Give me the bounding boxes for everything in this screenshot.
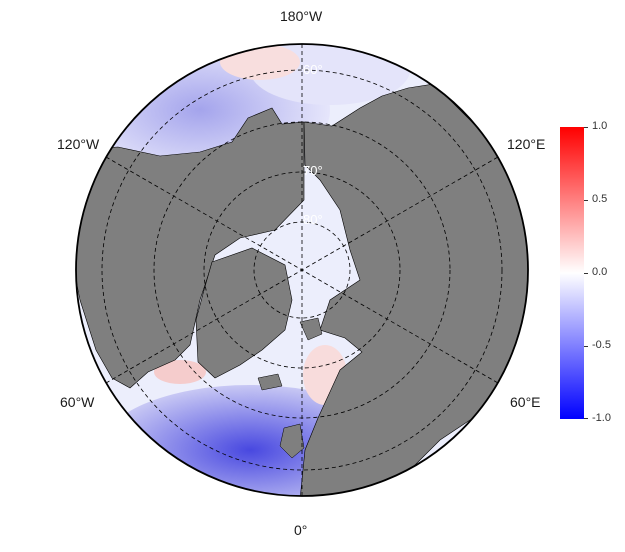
- lon-label-180w: 180°W: [280, 8, 323, 24]
- colorbar-tick-label: -1.0: [592, 412, 611, 424]
- colorbar-tick-label: 0.0: [592, 266, 608, 278]
- land-iceland: [257, 373, 283, 391]
- colorbar-tick-mark: [584, 127, 588, 128]
- colorbar-tick-mark: [584, 273, 588, 274]
- lon-label-60e: 60°E: [510, 394, 541, 410]
- land-greenland: [195, 247, 293, 379]
- map-outline: [75, 43, 529, 497]
- graticule: [101, 44, 503, 496]
- labrador-positive: [154, 360, 206, 384]
- land-eurasia: [299, 83, 528, 496]
- lat-label-80: 80°: [303, 212, 323, 227]
- lon-label-120w: 120°W: [57, 136, 100, 152]
- colorbar-tick-label: 0.5: [592, 193, 608, 205]
- colorbar-tick-mark: [584, 346, 588, 347]
- lat-label-60: 60°: [303, 62, 323, 77]
- land-north-america: [76, 107, 305, 389]
- colorbar-tick-mark: [584, 200, 588, 201]
- colorbar-tick-label: -0.5: [592, 339, 611, 351]
- land-british-isles: [279, 423, 305, 459]
- land-svalbard: [299, 317, 323, 341]
- lon-label-60w: 60°W: [60, 394, 95, 410]
- colorbar-tick-mark: [584, 418, 588, 419]
- lon-label-120e: 120°E: [507, 136, 546, 152]
- colorbar: [560, 127, 584, 419]
- colorbar-tick-label: 1.0: [592, 120, 608, 132]
- lat-label-70: 70°: [303, 163, 323, 178]
- lon-label-0: 0°: [294, 522, 308, 538]
